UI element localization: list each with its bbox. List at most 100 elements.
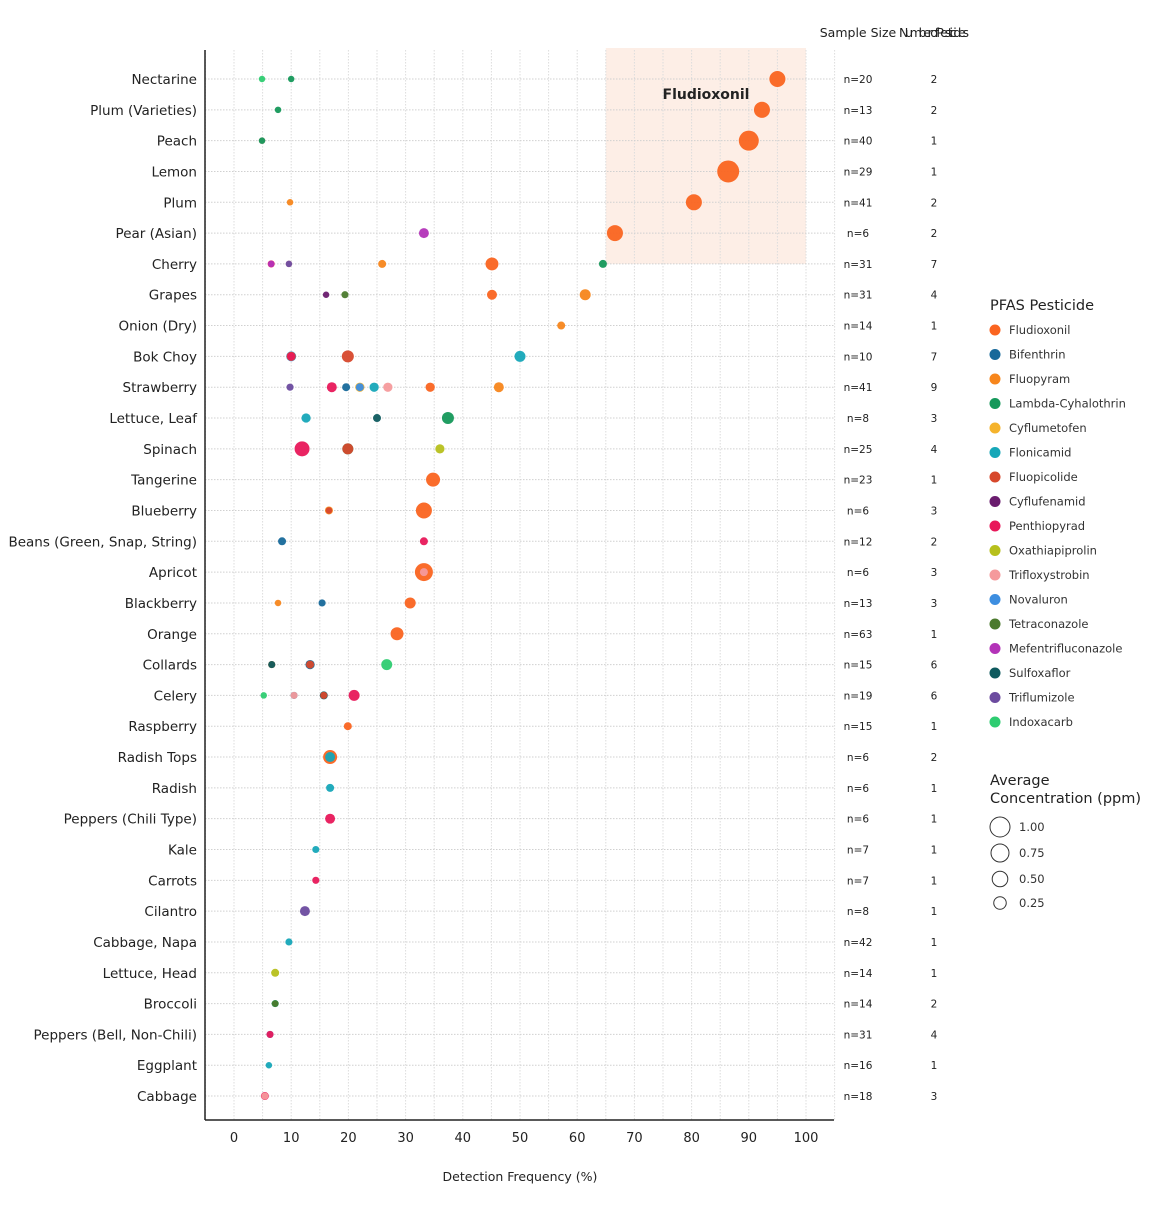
sample-size-value: n=16 <box>844 1060 873 1072</box>
category-label: Strawberry <box>123 380 197 396</box>
data-point-fludioxonil: Orange: Fludioxonil 28.5% <box>390 627 404 641</box>
legend-item-label: Bifenthrin <box>1009 348 1066 362</box>
data-point-fluopyram: Plum: Fluopyram 9.8% <box>286 199 294 206</box>
sample-size-value: n=15 <box>844 660 873 672</box>
sample-size-header: Sample Size <box>820 25 897 40</box>
data-point-lambda-cyhalothrin: Plum (Varieties): Lambda-Cyhalothrin 7.7… <box>274 106 282 114</box>
legend-swatch-icon <box>989 643 1001 654</box>
size-legend-circle-icon <box>989 816 1011 838</box>
data-point-fluopyram: Onion (Dry): Fluopyram 57.2% <box>557 321 566 330</box>
data-point-flonicamid: Eggplant: Flonicamid 6.1% <box>265 1061 273 1069</box>
sample-size-value: n=23 <box>844 475 873 487</box>
data-point-penthiopyrad: Celery: Penthiopyrad 21% <box>348 689 360 701</box>
data-point-bifenthrin: Beans (Green, Snap, String): Bifenthrin … <box>278 537 287 546</box>
pesticide-count-value: 2 <box>931 752 938 764</box>
size-legend-circle-icon <box>993 896 1007 910</box>
x-tick-label: 100 <box>794 1131 819 1146</box>
data-point-oxathiapiprolin: Spinach: Oxathiapiprolin 36% <box>435 444 445 454</box>
data-point-fludioxonil: Plum (Varieties): Fludioxonil 92.3% <box>753 101 770 118</box>
data-point-fludioxonil: Strawberry: Fludioxonil 34.3% <box>425 382 435 392</box>
data-point-fluopicolide: Celery: Fluopicolide 15.7% <box>320 691 328 699</box>
legend-swatch-icon <box>989 545 1001 556</box>
data-point-trifloxystrobin: Cabbage: Trifloxystrobin 5.4% <box>261 1092 269 1100</box>
sample-size-value: n=25 <box>844 444 873 456</box>
sample-size-value: n=6 <box>847 505 869 517</box>
sample-size-value: n=6 <box>847 228 869 240</box>
sample-size-value: n=13 <box>844 105 873 117</box>
data-point-oxathiapiprolin: Lettuce, Head: Oxathiapiprolin 7.2% <box>271 968 280 977</box>
legend-item-label: Trifloxystrobin <box>1008 568 1090 582</box>
sample-size-value: n=10 <box>844 351 873 363</box>
data-point-fludioxonil: Blackberry: Fludioxonil 30.8% <box>404 597 416 609</box>
category-label: Cabbage, Napa <box>93 935 197 951</box>
data-point-fludioxonil: Peach: Fludioxonil 90% <box>738 130 759 151</box>
legend-swatch-icon <box>989 324 1001 336</box>
data-point-mefentrifluconazole: Pear (Asian): Mefentrifluconazole 33.2% <box>418 228 429 239</box>
data-point-flonicamid: Strawberry: Flonicamid 24.5% <box>369 382 379 392</box>
data-point-fluopicolide: Collards: Fluopicolide 13.3% <box>306 660 315 669</box>
pesticide-count-value: 4 <box>931 290 938 302</box>
legend-swatch-icon <box>989 471 1001 483</box>
data-point-trifloxystrobin: Apricot: Trifloxystrobin 33.2% <box>419 568 428 577</box>
sample-size-value: n=6 <box>847 814 869 826</box>
category-label: Apricot <box>149 565 197 581</box>
category-label: Celery <box>154 688 197 704</box>
data-point-indoxacarb: Nectarine: Indoxacarb 4.9% <box>258 75 266 83</box>
pesticide-count-value: 3 <box>931 567 938 579</box>
sample-size-value: n=6 <box>847 567 869 579</box>
legend-item-label: Fluopicolide <box>1009 470 1078 484</box>
pesticide-count-value: 1 <box>931 321 938 333</box>
data-point-sulfoxaflor: Lettuce, Leaf: Sulfoxaflor 25% <box>373 414 381 423</box>
category-label: Radish Tops <box>118 750 197 766</box>
data-point-indoxacarb: Collards: Indoxacarb 26.7% <box>381 659 393 671</box>
data-point-tetraconazole: Broccoli: Tetraconazole 7.2% <box>271 1000 279 1007</box>
category-label: Peppers (Bell, Non-Chili) <box>34 1027 198 1043</box>
size-legend-circle-icon <box>991 870 1009 888</box>
legend-title: PFAS Pesticide <box>990 298 1094 314</box>
data-point-fluopyram: Grapes: Fluopyram 61.4% <box>579 289 591 301</box>
data-point-penthiopyrad: Carrots: Penthiopyrad 14.3% <box>312 876 320 884</box>
category-label: Nectarine <box>131 72 197 88</box>
data-point-fludioxonil: Pear (Asian): Fludioxonil 66.6% <box>606 225 623 242</box>
pesticide-count-value: 1 <box>931 1060 938 1072</box>
data-point-penthiopyrad: Peppers (Chili Type): Penthiopyrad 16.8% <box>325 813 336 824</box>
category-label: Cilantro <box>144 904 197 920</box>
data-point-cyflufenamid: Grapes: Cyflufenamid 16.1% <box>322 291 330 298</box>
sample-size-value: n=41 <box>844 382 873 394</box>
pesticide-count-value: 1 <box>931 906 938 918</box>
data-point-triflumizole: Strawberry: Triflumizole 9.8% <box>286 383 294 391</box>
data-point-tetraconazole: Grapes: Tetraconazole 19.4% <box>341 291 349 299</box>
category-label: Broccoli <box>144 997 197 1013</box>
sample-size-value: n=7 <box>847 845 869 857</box>
data-point-fludioxonil: Lemon: Fludioxonil 86.4% <box>717 160 740 183</box>
legend-item-label: Novaluron <box>1009 593 1068 607</box>
category-label: Cabbage <box>137 1089 197 1105</box>
data-point-novaluron: Strawberry: Novaluron 22% <box>355 383 364 392</box>
pesticide-count-value: 6 <box>931 660 938 672</box>
legend-swatch-icon <box>989 716 1001 728</box>
x-tick-label: 10 <box>283 1131 300 1146</box>
pesticide-count-value: 2 <box>931 999 938 1011</box>
data-point-lambda-cyhalothrin: Lettuce, Leaf: Lambda-Cyhalothrin 37.4% <box>441 412 454 425</box>
pesticide-count-value: 2 <box>931 197 938 209</box>
sample-size-value: n=63 <box>844 629 873 641</box>
category-label: Plum (Varieties) <box>90 103 197 119</box>
category-label: Pear (Asian) <box>116 226 197 242</box>
data-point-penthiopyrad: Spinach: Penthiopyrad 11.9% <box>294 441 310 457</box>
sample-size-value: n=7 <box>847 875 869 887</box>
category-label: Peach <box>157 134 197 150</box>
data-point-trifloxystrobin: Celery: Trifloxystrobin 10.5% <box>290 691 298 699</box>
category-label: Collards <box>143 658 197 674</box>
pesticide-count-value: 7 <box>931 259 938 271</box>
x-axis-label: Detection Frequency (%) <box>443 1169 598 1184</box>
size-legend-label: 1.00 <box>1019 820 1045 834</box>
data-point-lambda-cyhalothrin: Cherry: Lambda-Cyhalothrin 64.5% <box>598 259 607 268</box>
category-label: Eggplant <box>137 1058 197 1074</box>
data-point-fluopicolide: Blueberry: Fluopicolide 16.6% <box>325 507 333 514</box>
pesticide-count-value: 2 <box>931 74 938 86</box>
size-legend-title: Average <box>990 773 1050 789</box>
sample-size-value: n=18 <box>844 1091 873 1103</box>
data-point-flonicamid: Kale: Flonicamid 14.3% <box>312 845 320 854</box>
category-label: Bok Choy <box>133 349 197 365</box>
